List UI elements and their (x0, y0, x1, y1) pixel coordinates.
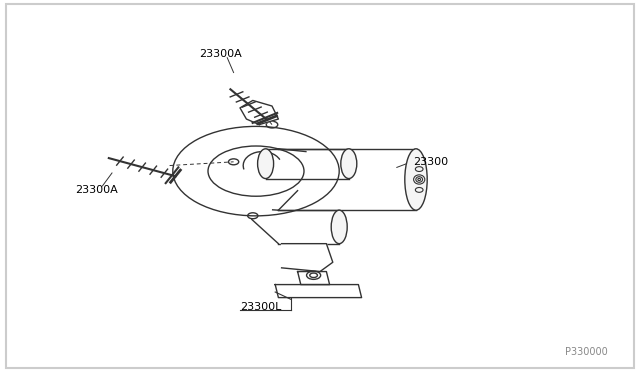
Ellipse shape (257, 149, 274, 179)
Polygon shape (240, 100, 278, 125)
Text: 23300A: 23300A (75, 185, 117, 195)
Polygon shape (282, 244, 333, 272)
Ellipse shape (405, 149, 428, 210)
Text: P330000: P330000 (565, 347, 608, 357)
Text: 23300: 23300 (413, 157, 448, 167)
Ellipse shape (332, 210, 348, 244)
Text: 23300L: 23300L (240, 302, 282, 312)
Ellipse shape (341, 149, 357, 179)
Text: 23300A: 23300A (200, 49, 242, 59)
